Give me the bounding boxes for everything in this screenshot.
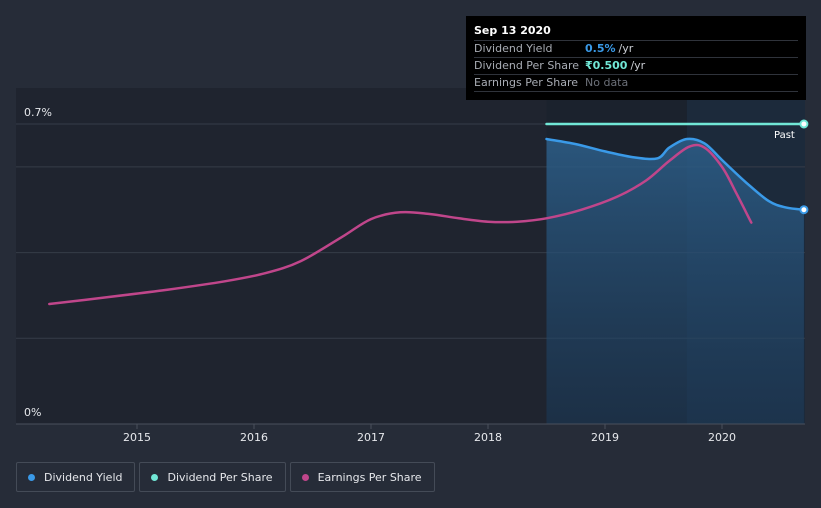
tooltip-row-dividend-per-share: Dividend Per Share ₹0.500 /yr: [474, 57, 798, 74]
tooltip-unit: /yr: [630, 59, 646, 72]
legend-item-earnings-per-share[interactable]: Earnings Per Share: [289, 462, 435, 492]
legend-label: Dividend Yield: [44, 470, 123, 484]
tooltip-date: Sep 13 2020: [474, 24, 551, 37]
dividend-yield-marker: [799, 205, 809, 215]
tooltip-unit: /yr: [618, 42, 634, 55]
x-tick-label: 2017: [357, 431, 385, 444]
x-tick-label: 2016: [240, 431, 268, 444]
legend-label: Dividend Per Share: [167, 470, 273, 484]
y-label-max: 0.7%: [24, 106, 52, 119]
x-axis-ticks: 2015 2016 2017 2018 2019 2020: [123, 424, 736, 444]
data-tooltip: Sep 13 2020 Dividend Yield 0.5% /yr Divi…: [466, 16, 806, 100]
x-tick-label: 2019: [591, 431, 619, 444]
legend-dot-icon: [301, 473, 309, 481]
past-label: Past: [774, 130, 795, 141]
dividend-per-share-marker: [799, 119, 809, 129]
chart-legend: Dividend Yield Dividend Per Share Earnin…: [16, 462, 435, 492]
tooltip-label: Dividend Yield: [474, 42, 553, 55]
x-tick-label: 2020: [708, 431, 736, 444]
legend-label: Earnings Per Share: [317, 470, 422, 484]
earnings-per-share-line: [48, 143, 753, 306]
y-label-min: 0%: [24, 406, 41, 419]
legend-item-dividend-yield[interactable]: Dividend Yield: [16, 462, 136, 492]
tooltip-value: ₹0.500: [585, 59, 628, 72]
tooltip-label: Dividend Per Share: [474, 59, 580, 72]
tooltip-row-earnings-per-share: Earnings Per Share No data: [474, 74, 798, 92]
legend-dot-icon: [28, 473, 35, 481]
tooltip-value: No data: [585, 76, 629, 89]
dividend-yield-line: [545, 137, 806, 211]
x-tick-label: 2015: [123, 431, 151, 444]
tooltip-value: 0.5%: [585, 42, 616, 55]
legend-dot-icon: [151, 473, 159, 481]
tooltip-row-dividend-yield: Dividend Yield 0.5% /yr: [474, 40, 798, 57]
series-lines: [48, 119, 809, 306]
dividend-yield-area: [546, 138, 804, 424]
tooltip-label: Earnings Per Share: [474, 76, 579, 89]
x-tick-label: 2018: [474, 431, 502, 444]
legend-item-dividend-per-share[interactable]: Dividend Per Share: [139, 462, 286, 492]
